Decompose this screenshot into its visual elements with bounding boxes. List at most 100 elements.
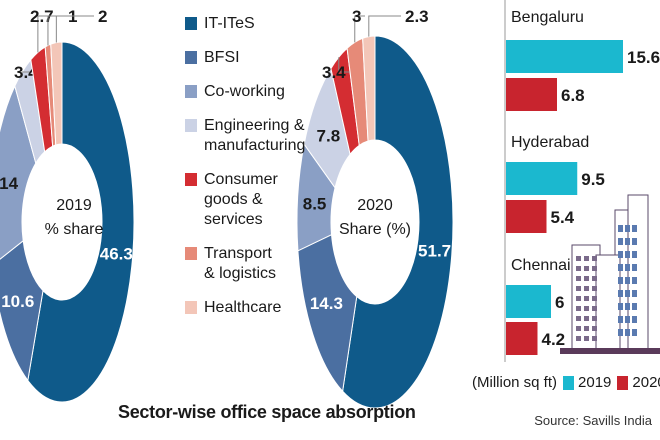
window bbox=[576, 256, 581, 261]
bar-2020 bbox=[506, 200, 547, 233]
window bbox=[576, 336, 581, 341]
window bbox=[632, 303, 637, 310]
window bbox=[592, 306, 597, 311]
window bbox=[618, 290, 623, 297]
window bbox=[576, 266, 581, 271]
window bbox=[632, 277, 637, 284]
legend-label: IT-ITeS bbox=[204, 15, 255, 32]
donut-slice bbox=[50, 41, 63, 146]
building bbox=[627, 194, 649, 351]
window bbox=[592, 296, 597, 301]
window bbox=[632, 290, 637, 297]
window bbox=[618, 277, 623, 284]
window bbox=[618, 329, 623, 336]
donut-slice bbox=[27, 41, 135, 403]
bar-2020 bbox=[506, 78, 557, 111]
legend-item: IT-ITeS bbox=[185, 14, 300, 34]
window bbox=[625, 225, 630, 232]
unit-label: (Million sq ft) bbox=[472, 374, 558, 391]
window bbox=[625, 329, 630, 336]
window bbox=[625, 303, 630, 310]
slice-value-label: 14.3 bbox=[310, 294, 343, 313]
window bbox=[618, 251, 623, 258]
legend-item: Transport & logistics bbox=[185, 244, 285, 284]
center-label: Share (%) bbox=[339, 221, 411, 238]
bar-value-label: 5.4 bbox=[551, 208, 575, 227]
window bbox=[576, 326, 581, 331]
window bbox=[592, 316, 597, 321]
donut-slice bbox=[362, 35, 376, 142]
legend-swatch-2020 bbox=[617, 375, 629, 390]
city-label: Hyderabad bbox=[511, 134, 589, 151]
slice-value-label: 10.6 bbox=[1, 292, 34, 311]
window bbox=[632, 225, 637, 232]
donut-slice bbox=[342, 35, 454, 409]
legend-swatch bbox=[185, 51, 197, 64]
legend-item: Engineering & manufacturing bbox=[185, 116, 305, 156]
legend-swatch bbox=[185, 301, 197, 314]
legend-label: Transport & logistics bbox=[204, 245, 277, 282]
bar-2019 bbox=[506, 285, 551, 318]
legend-label: Consumer goods & services bbox=[204, 171, 278, 228]
legend-label: BFSI bbox=[204, 49, 240, 66]
legend-item: Healthcare bbox=[185, 298, 300, 318]
bar-legend: (Million sq ft) 2019 2020 bbox=[472, 374, 660, 391]
window bbox=[632, 238, 637, 245]
legend-label-2020: 2020 bbox=[632, 374, 660, 391]
window bbox=[584, 256, 589, 261]
window bbox=[576, 316, 581, 321]
legend-swatch bbox=[185, 247, 197, 260]
legend-item: Co-working bbox=[185, 82, 300, 102]
donut-slice bbox=[297, 233, 358, 393]
bar-value-label: 9.5 bbox=[581, 170, 605, 189]
window bbox=[592, 266, 597, 271]
window bbox=[584, 286, 589, 291]
legend-swatch bbox=[185, 119, 197, 132]
window bbox=[632, 264, 637, 271]
window bbox=[625, 290, 630, 297]
window bbox=[632, 329, 637, 336]
ground bbox=[560, 348, 660, 354]
bar-value-label: 15.6 bbox=[627, 48, 660, 67]
window bbox=[592, 336, 597, 341]
legend-label-2019: 2019 bbox=[578, 374, 612, 391]
slice-value-label: 8.5 bbox=[303, 195, 327, 214]
legend-swatch bbox=[185, 173, 197, 186]
window bbox=[592, 286, 597, 291]
window bbox=[584, 296, 589, 301]
slice-value-label: 51.7 bbox=[418, 241, 451, 260]
window bbox=[625, 277, 630, 284]
legend-label: Engineering & manufacturing bbox=[204, 117, 306, 154]
slice-value-label: 7.8 bbox=[317, 127, 341, 146]
legend-swatch-2019 bbox=[563, 375, 575, 390]
building-illustration-icon bbox=[560, 194, 660, 354]
window bbox=[625, 251, 630, 258]
legend-item: BFSI bbox=[185, 48, 300, 68]
legend-item: Consumer goods & services bbox=[185, 170, 300, 230]
bar-value-label: 6.8 bbox=[561, 86, 585, 105]
window bbox=[625, 264, 630, 271]
slice-value-label: 14 bbox=[0, 174, 19, 193]
center-label: 2020 bbox=[357, 197, 393, 214]
leader-line bbox=[338, 57, 353, 73]
window bbox=[584, 336, 589, 341]
window bbox=[618, 316, 623, 323]
donut-slice bbox=[0, 239, 44, 382]
chart-title: Sector-wise office space absorption bbox=[118, 402, 416, 422]
window bbox=[584, 276, 589, 281]
leader-line bbox=[368, 15, 401, 37]
window bbox=[625, 316, 630, 323]
window bbox=[632, 251, 637, 258]
bar-2020 bbox=[506, 322, 538, 355]
legend-swatch bbox=[185, 17, 197, 30]
window bbox=[618, 238, 623, 245]
leader-line bbox=[354, 15, 365, 43]
legend-label: Co-working bbox=[204, 83, 285, 100]
bar-2019 bbox=[506, 162, 578, 195]
slice-value-label: 2 bbox=[98, 7, 107, 26]
donut-slice bbox=[0, 84, 37, 260]
source-note: Source: Savills India bbox=[534, 413, 652, 428]
window bbox=[584, 326, 589, 331]
bar-value-label: 6 bbox=[555, 293, 564, 312]
